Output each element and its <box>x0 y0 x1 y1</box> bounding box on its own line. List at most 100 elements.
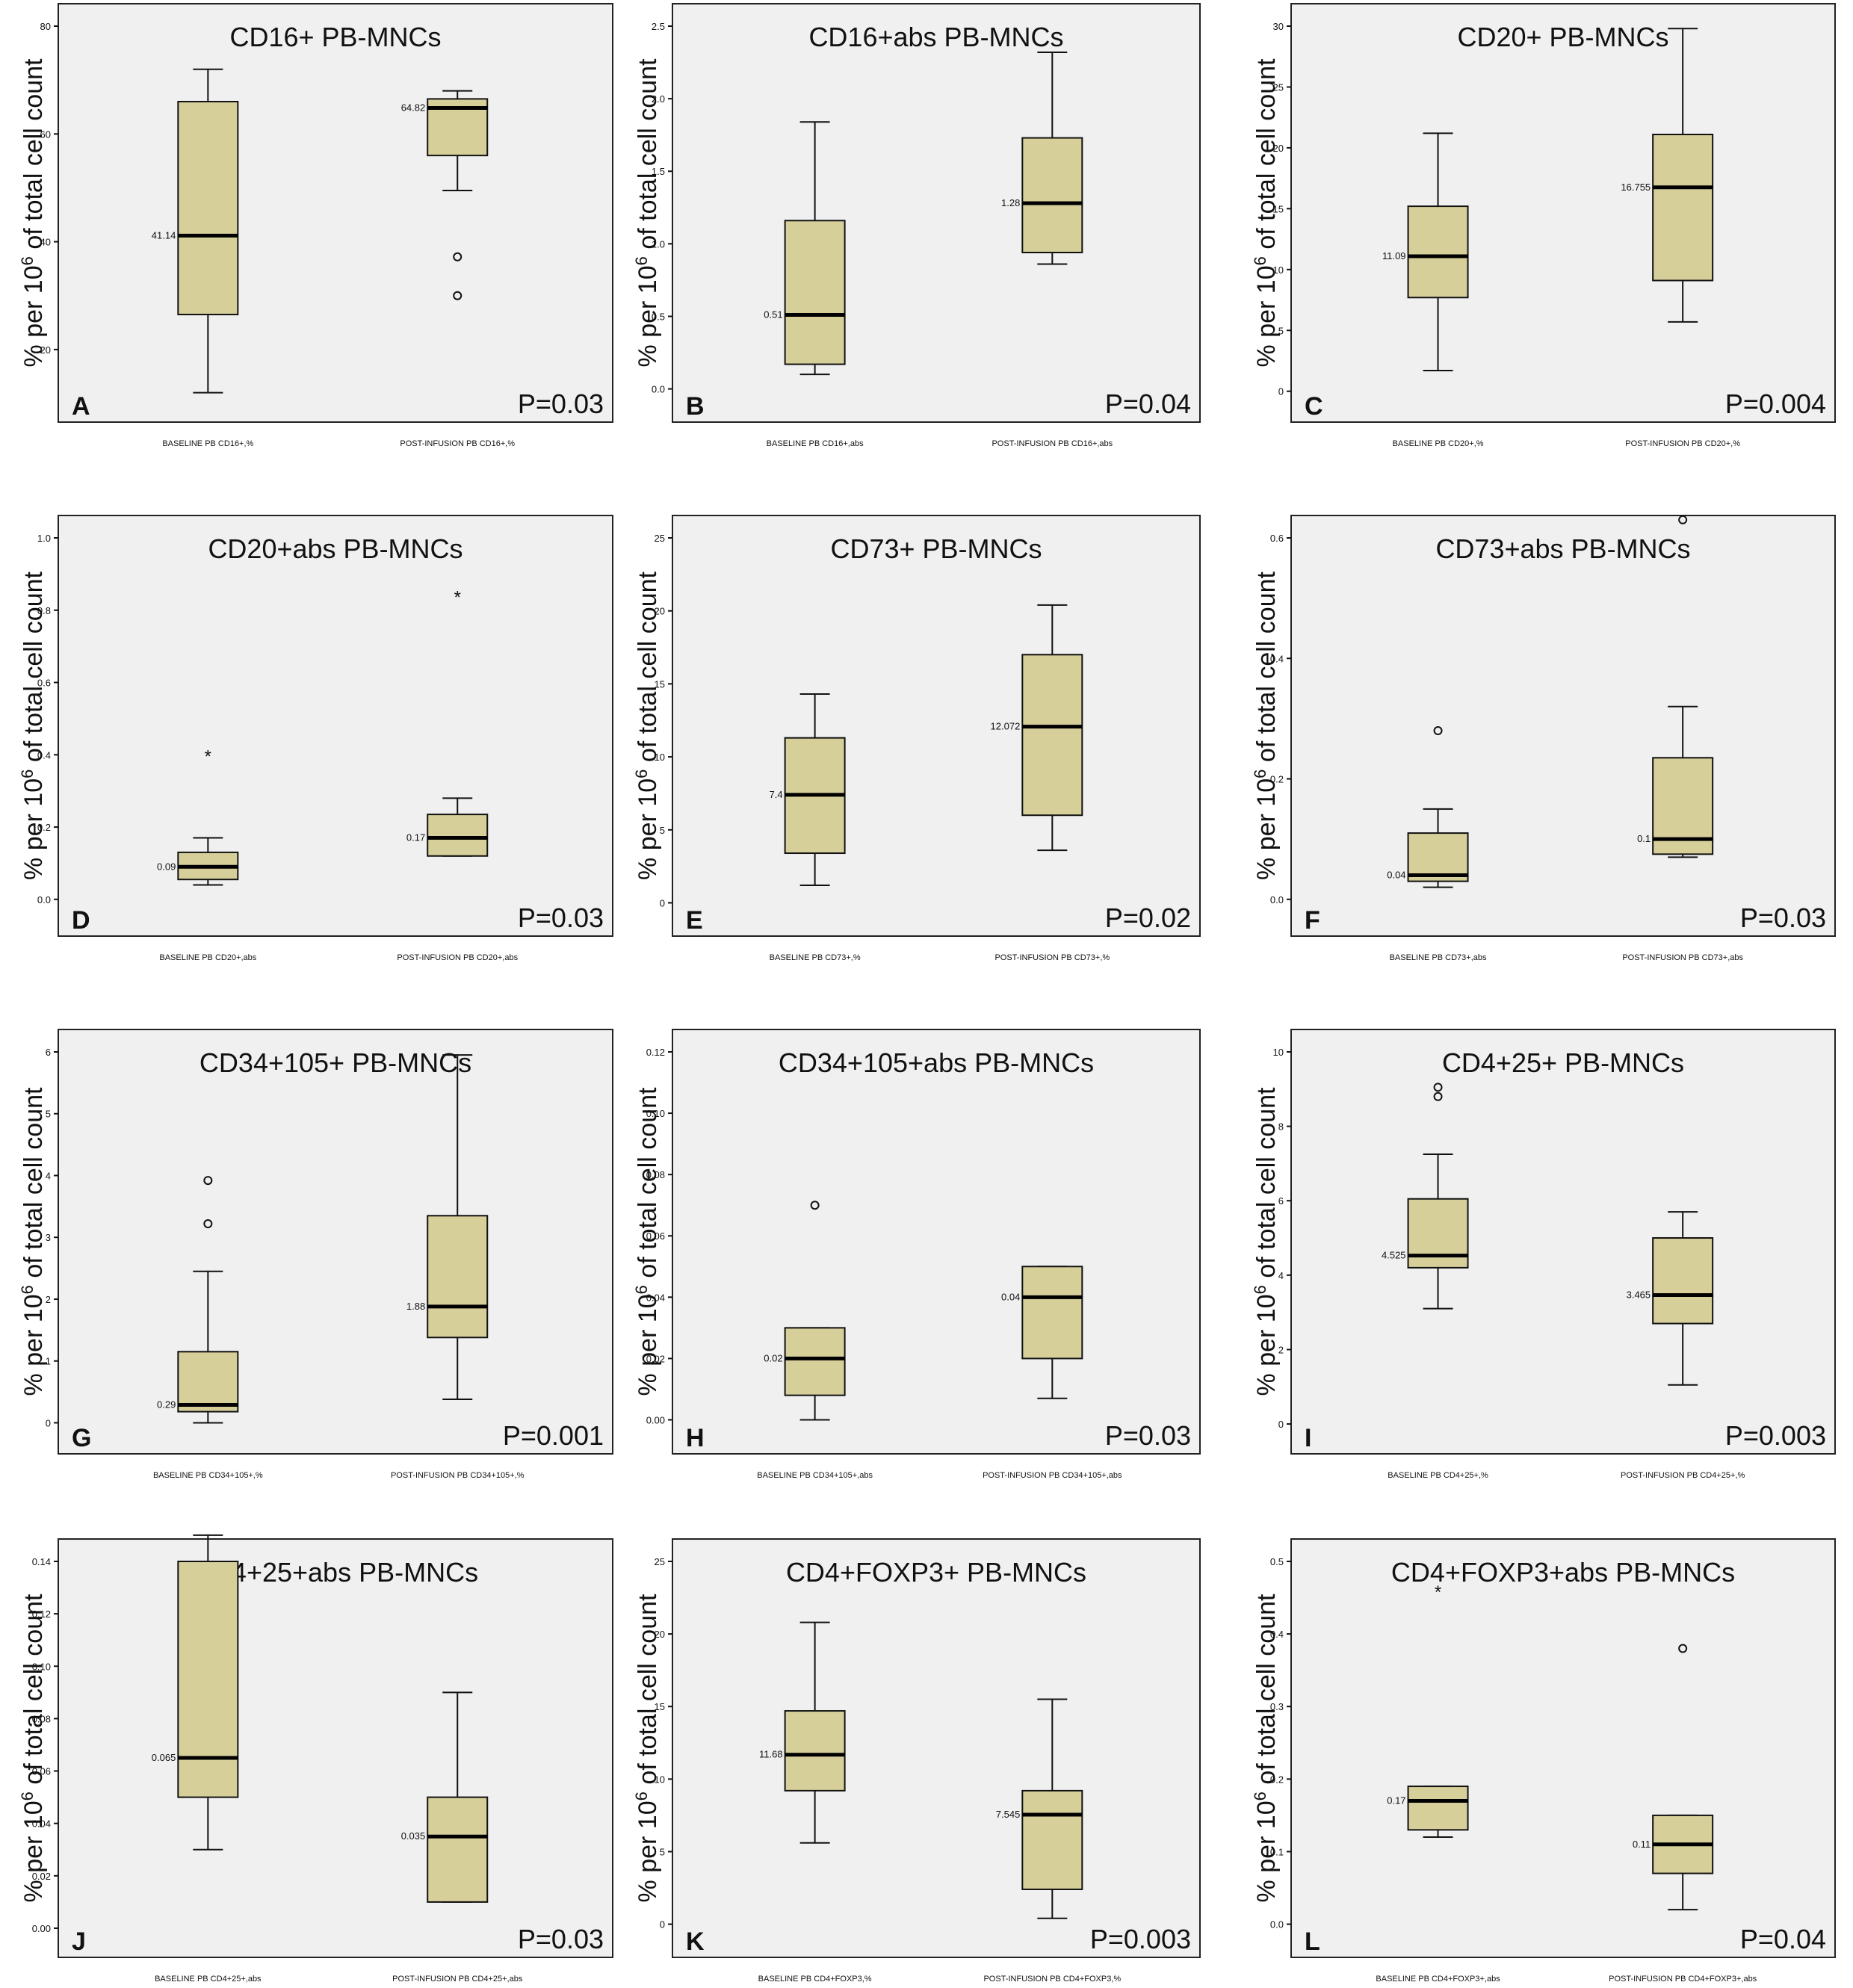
median-label: 0.29 <box>157 1399 176 1410</box>
y-axis-label-tail: of total cell count <box>19 58 48 256</box>
box-post-infusion: 3.465 <box>1627 1211 1714 1386</box>
y-tick-label: 0.02 <box>32 1871 51 1882</box>
plot-area <box>1290 3 1836 423</box>
x-category-label: BASELINE PB CD4+FOXP3+,abs <box>1376 1975 1500 1984</box>
plot-area <box>58 1029 613 1455</box>
y-tick-label: 0.4 <box>1270 653 1284 664</box>
y-tick-label: 5 <box>1278 325 1284 336</box>
y-axis-label-tail: of total cell count <box>19 571 48 769</box>
x-category-label: POST-INFUSION PB CD73+,abs <box>1622 953 1743 962</box>
chart-panel-j: % per 106 of total cell count 0.00 0.02 0.0… <box>18 1534 613 1984</box>
box-post-infusion: 0.035 <box>401 1691 489 1903</box>
median-label: 16.755 <box>1621 182 1651 193</box>
y-axis-label-superscript: 6 <box>1251 256 1269 265</box>
p-value: P=0.003 <box>1090 1924 1191 1954</box>
plot-area <box>58 515 613 937</box>
p-value: P=0.03 <box>1105 1420 1191 1451</box>
outlier-point <box>453 291 463 300</box>
y-axis-label-text: % per 10 <box>1252 1800 1281 1902</box>
outlier-point <box>1678 515 1688 524</box>
x-category-label: POST-INFUSION PB CD20+,abs <box>397 953 518 962</box>
chart-title: CD73+abs PB-MNCs <box>1435 533 1690 564</box>
p-value: P=0.03 <box>1740 902 1826 933</box>
y-tick-label: 5 <box>46 1109 51 1120</box>
median-label: 0.51 <box>764 309 782 321</box>
y-tick-label: 0.10 <box>646 1108 665 1119</box>
y-tick-label: 0.5 <box>652 311 665 322</box>
y-tick-label: 2 <box>46 1294 51 1305</box>
y-axis-label-text: % per 10 <box>634 265 662 367</box>
x-category-label: BASELINE PB CD4+25+,% <box>1388 1471 1488 1480</box>
y-axis-label-superscript: 6 <box>18 770 37 778</box>
y-tick-label: 5 <box>660 825 665 836</box>
x-category-label: BASELINE PB CD4+25+,abs <box>155 1975 262 1984</box>
median-label: 0.02 <box>764 1352 782 1363</box>
x-category-label: BASELINE PB CD73+,% <box>770 953 861 962</box>
box-post-infusion: 0.11 <box>1633 1644 1714 1911</box>
box-baseline: 4.525 <box>1382 1083 1469 1310</box>
y-axis-label: % per 106 of total cell count <box>1251 1087 1281 1396</box>
iqr-box <box>177 1561 239 1798</box>
iqr-box <box>1021 654 1083 817</box>
box-baseline: 0.17 * <box>1387 1582 1469 1839</box>
y-axis-label-text: % per 10 <box>1252 778 1281 880</box>
x-category-label: POST-INFUSION PB CD16+,abs <box>992 439 1113 448</box>
box-baseline: 0.29 <box>157 1176 239 1424</box>
y-tick-label: 2.5 <box>652 21 665 32</box>
iqr-box <box>1407 832 1469 882</box>
chart-title: CD16+abs PB-MNCs <box>808 22 1063 52</box>
y-axis-label-tail: of total cell count <box>634 1087 662 1285</box>
median-label: 0.17 <box>1387 1795 1405 1806</box>
y-tick-label: 0.6 <box>1270 533 1284 544</box>
y-tick-label: 80 <box>40 21 51 32</box>
y-axis-label-text: % per 10 <box>1252 265 1281 367</box>
box-post-infusion: 0.1 <box>1637 515 1714 858</box>
x-category-label: POST-INFUSION PB CD34+105+,abs <box>983 1471 1122 1480</box>
y-tick-label: 20 <box>40 344 51 356</box>
y-axis-label-text: % per 10 <box>634 1294 662 1396</box>
p-value: P=0.003 <box>1725 1420 1826 1451</box>
chart-panel-k: % per 106 of total cell count 0 5 10 15 20 25 C… <box>632 1538 1201 1984</box>
y-tick-label: 0.00 <box>32 1923 51 1934</box>
chart-title: CD20+abs PB-MNCs <box>208 533 463 564</box>
y-axis-label: % per 106 of total cell count <box>632 58 662 367</box>
panel-letter: G <box>72 1424 91 1452</box>
chart-panel-l: % per 106 of total cell count 0.0 0.1 0.2 0.… <box>1251 1538 1836 1984</box>
y-tick-label: 1.0 <box>652 238 665 250</box>
chart-title: CD20+ PB-MNCs <box>1457 22 1668 52</box>
median-label: 11.68 <box>759 1749 783 1760</box>
outlier-point <box>810 1201 820 1210</box>
iqr-box <box>1021 137 1083 253</box>
iqr-box <box>1021 1789 1083 1890</box>
y-tick-label: 20 <box>1273 143 1284 154</box>
x-category-label: BASELINE PB CD16+,% <box>162 439 253 448</box>
x-category-label: POST-INFUSION PB CD4+FOXP3+,abs <box>1609 1975 1757 1984</box>
y-tick-label: 15 <box>655 678 665 690</box>
p-value: P=0.04 <box>1740 1924 1826 1954</box>
y-tick-label: 0.4 <box>1270 1629 1284 1640</box>
y-tick-label: 30 <box>1273 21 1284 32</box>
panel-letter: F <box>1305 906 1320 935</box>
extreme-outlier: * <box>205 746 211 767</box>
y-axis-label: % per 106 of total cell count <box>18 58 48 367</box>
iqr-box <box>427 1796 489 1903</box>
median-label: 0.09 <box>157 861 176 872</box>
median-label: 12.072 <box>991 721 1021 732</box>
y-axis-label-text: % per 10 <box>19 778 48 880</box>
y-tick-label: 2.0 <box>652 93 665 105</box>
chart-title: CD34+105+abs PB-MNCs <box>779 1047 1094 1078</box>
y-axis-label-tail: of total cell count <box>634 58 662 256</box>
box-baseline: 0.02 <box>764 1201 846 1421</box>
p-value: P=0.03 <box>518 902 604 933</box>
chart-panel-c: % per 106 of total cell count 0 5 10 15 20 25 3… <box>1251 3 1836 448</box>
y-tick-label: 10 <box>655 752 665 763</box>
outlier-point <box>1433 1091 1443 1101</box>
chart-panel-b: % per 106 of total cell count 0.0 0.5 1.0 1.… <box>632 3 1201 448</box>
plot-area <box>1290 1029 1836 1455</box>
y-axis-label-superscript: 6 <box>1251 1285 1269 1294</box>
y-tick-label: 0.3 <box>1270 1701 1284 1712</box>
plot-area <box>672 1538 1201 1958</box>
y-tick-label: 6 <box>46 1047 51 1058</box>
y-tick-label: 0.02 <box>646 1353 665 1364</box>
